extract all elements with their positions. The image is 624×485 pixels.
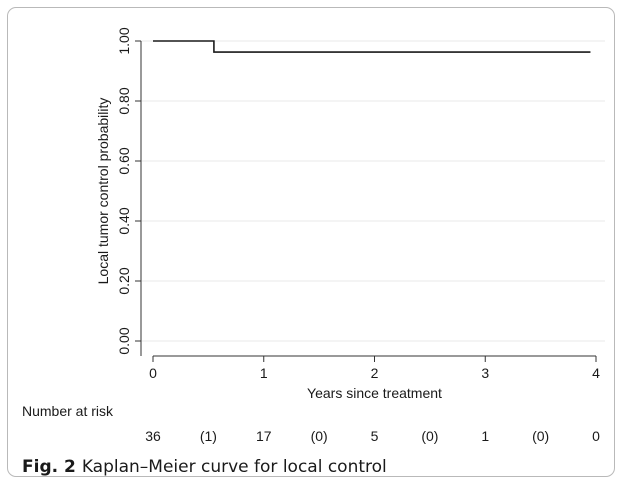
figure-caption: Fig. 2 Kaplan–Meier curve for local contr… bbox=[22, 457, 387, 477]
risk-table-value: (1) bbox=[200, 428, 217, 444]
km-chart: 0.00 0.20 0.40 0.60 0.80 1.00 0 1 2 3 4 Local tumo… bbox=[22, 27, 605, 444]
risk-table-value: (0) bbox=[532, 428, 549, 444]
y-tick-label: 0.60 bbox=[116, 147, 132, 174]
risk-table-value: 36 bbox=[145, 428, 161, 444]
caption-label: Fig. 2 bbox=[22, 457, 76, 477]
series-layer bbox=[153, 40, 591, 53]
y-tick-label: 0.80 bbox=[116, 87, 132, 114]
x-tick-label: 2 bbox=[371, 365, 379, 381]
x-axis-label: Years since treatment bbox=[307, 385, 442, 401]
grid-layer bbox=[141, 40, 605, 342]
risk-table-value: (0) bbox=[421, 428, 438, 444]
risk-table-value: 5 bbox=[371, 428, 379, 444]
survival-step-line bbox=[153, 40, 591, 53]
figure-frame: 0.00 0.20 0.40 0.60 0.80 1.00 0 1 2 3 4 Local tumo… bbox=[7, 7, 615, 477]
y-tick-label: 0.40 bbox=[116, 207, 132, 234]
risk-table-label: Number at risk bbox=[22, 403, 114, 419]
risk-table-value: 1 bbox=[481, 428, 489, 444]
x-tick-label: 1 bbox=[260, 365, 268, 381]
y-axis-label: Local tumor control probability bbox=[95, 98, 111, 285]
y-tick-label: 0.00 bbox=[116, 327, 132, 354]
risk-table-value: (0) bbox=[311, 428, 328, 444]
x-tick-label: 3 bbox=[481, 365, 489, 381]
risk-table: 36 (1) 17 (0) 5 (0) 1 (0) 0 bbox=[145, 428, 600, 444]
x-tick-label: 0 bbox=[149, 365, 157, 381]
y-tick-label: 0.20 bbox=[116, 267, 132, 294]
y-tick-label: 1.00 bbox=[116, 27, 132, 54]
risk-table-value: 0 bbox=[592, 428, 600, 444]
risk-table-value: 17 bbox=[256, 428, 272, 444]
caption-text: Kaplan–Meier curve for local control bbox=[81, 457, 387, 477]
x-tick-label: 4 bbox=[592, 365, 600, 381]
axes-layer: 0.00 0.20 0.40 0.60 0.80 1.00 0 1 2 3 4 bbox=[116, 27, 600, 381]
